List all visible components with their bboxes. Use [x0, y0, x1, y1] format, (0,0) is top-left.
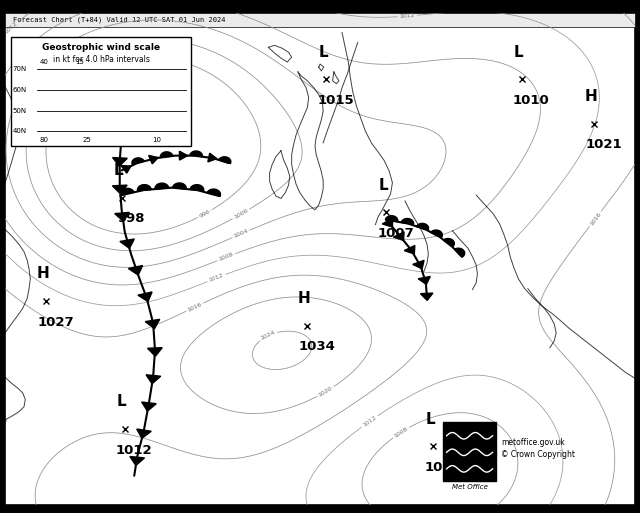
Text: Met Office: Met Office	[452, 484, 488, 489]
Polygon shape	[138, 292, 152, 302]
Polygon shape	[207, 189, 220, 196]
Text: 1000: 1000	[233, 208, 249, 220]
Polygon shape	[385, 215, 398, 222]
Text: 70N: 70N	[13, 67, 27, 72]
Text: 999: 999	[136, 106, 164, 120]
Polygon shape	[120, 239, 134, 248]
Text: 1034: 1034	[298, 340, 335, 353]
Polygon shape	[173, 183, 186, 189]
Text: H: H	[36, 266, 49, 281]
Polygon shape	[179, 151, 188, 160]
Text: 1012: 1012	[362, 415, 378, 428]
Text: in kt for 4.0 hPa intervals: in kt for 4.0 hPa intervals	[52, 55, 150, 64]
Text: 15: 15	[75, 58, 84, 65]
Polygon shape	[115, 130, 130, 139]
Bar	[5, 13, 635, 27]
Text: 1012: 1012	[4, 20, 19, 34]
Polygon shape	[132, 158, 144, 164]
Polygon shape	[190, 185, 204, 191]
Text: 25: 25	[83, 137, 92, 143]
Polygon shape	[417, 224, 429, 230]
Text: Geostrophic wind scale: Geostrophic wind scale	[42, 44, 160, 52]
Polygon shape	[141, 402, 156, 411]
Polygon shape	[145, 320, 159, 329]
Text: 50N: 50N	[13, 108, 27, 113]
Text: 1027: 1027	[37, 315, 74, 329]
Text: 1012: 1012	[209, 273, 225, 283]
Polygon shape	[219, 157, 231, 164]
Text: 1012: 1012	[399, 13, 415, 19]
Polygon shape	[161, 152, 173, 157]
Bar	[12, 37, 191, 146]
Polygon shape	[121, 166, 131, 173]
Text: L: L	[378, 177, 388, 192]
Polygon shape	[420, 293, 433, 301]
Polygon shape	[120, 102, 134, 111]
Text: L: L	[513, 45, 523, 60]
Text: L: L	[114, 163, 124, 178]
Text: L: L	[426, 411, 435, 426]
Polygon shape	[115, 212, 129, 221]
Text: H: H	[298, 291, 310, 306]
Polygon shape	[418, 277, 430, 284]
Text: 1007: 1007	[377, 227, 414, 240]
Text: L: L	[132, 57, 142, 72]
Polygon shape	[129, 266, 143, 275]
Text: 1015: 1015	[317, 94, 354, 107]
Text: Forecast Chart (T+84) Valid 12 UTC SAT 01 Jun 2024: Forecast Chart (T+84) Valid 12 UTC SAT 0…	[13, 16, 225, 23]
Text: 1008: 1008	[393, 426, 409, 439]
Bar	[443, 422, 497, 481]
Text: L: L	[117, 394, 127, 409]
Text: 1024: 1024	[260, 330, 276, 341]
Text: 1008: 1008	[218, 252, 234, 262]
Polygon shape	[454, 248, 465, 257]
Text: 1020: 1020	[317, 386, 333, 398]
Polygon shape	[394, 232, 404, 241]
Polygon shape	[382, 219, 392, 227]
Polygon shape	[130, 457, 145, 465]
Text: 1010: 1010	[513, 94, 549, 107]
Polygon shape	[413, 261, 424, 269]
Text: 1008: 1008	[15, 45, 30, 60]
Text: L: L	[318, 45, 328, 60]
Polygon shape	[190, 151, 202, 156]
Polygon shape	[148, 155, 158, 164]
Text: metoffice.gov.uk
© Crown Copyright: metoffice.gov.uk © Crown Copyright	[501, 438, 575, 459]
Polygon shape	[113, 185, 127, 194]
Polygon shape	[155, 183, 169, 189]
Polygon shape	[444, 239, 454, 247]
Text: 996: 996	[198, 209, 211, 219]
Text: H: H	[584, 89, 597, 104]
Polygon shape	[147, 348, 162, 356]
Text: 1004: 1004	[233, 228, 249, 239]
Text: 80: 80	[40, 137, 49, 143]
Polygon shape	[120, 188, 134, 195]
Text: 60N: 60N	[13, 87, 27, 93]
Text: 1021: 1021	[585, 139, 621, 151]
Text: 1016: 1016	[187, 302, 203, 313]
Text: 40N: 40N	[13, 128, 27, 134]
Polygon shape	[113, 157, 127, 166]
Polygon shape	[404, 245, 415, 254]
Polygon shape	[128, 75, 142, 84]
Polygon shape	[208, 153, 217, 162]
Polygon shape	[138, 185, 151, 191]
Polygon shape	[146, 375, 161, 384]
Text: 1016: 1016	[589, 211, 602, 226]
Text: 10: 10	[152, 137, 161, 143]
Polygon shape	[431, 230, 442, 238]
Text: 40: 40	[40, 58, 49, 65]
Text: 998: 998	[117, 212, 145, 225]
Polygon shape	[401, 219, 413, 225]
Text: 1012: 1012	[116, 444, 152, 457]
Polygon shape	[137, 429, 151, 438]
Text: 1003: 1003	[424, 461, 461, 474]
